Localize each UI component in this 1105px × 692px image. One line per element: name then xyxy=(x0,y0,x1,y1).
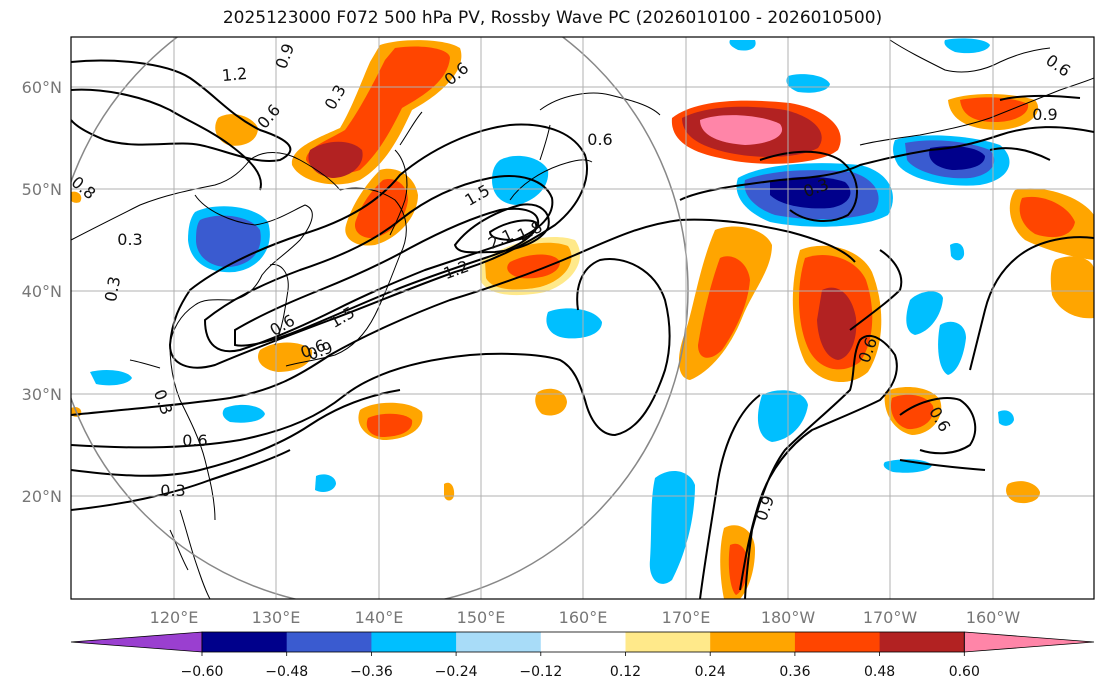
lat-tick-label: 50°N xyxy=(22,180,62,199)
lon-tick-label: 130°E xyxy=(252,608,301,627)
lon-tick-label: 120°E xyxy=(150,608,199,627)
lon-tick-label: 150°E xyxy=(457,608,506,627)
pv-contours xyxy=(71,59,1094,599)
latitude-labels: 20°N 30°N 40°N 50°N 60°N xyxy=(22,78,62,506)
lat-tick-label: 20°N xyxy=(22,487,62,506)
colorbar-tick-label: −0.60 xyxy=(181,664,224,680)
lat-tick-label: 60°N xyxy=(22,78,62,97)
colorbar-tick-label: −0.36 xyxy=(350,664,393,680)
lon-tick-label: 160°E xyxy=(559,608,608,627)
colorbar-high-extend xyxy=(963,631,1095,653)
chart-title: 2025123000 F072 500 hPa PV, Rossby Wave … xyxy=(222,8,883,28)
contour-label: 0.6 xyxy=(587,130,612,149)
colorbar-segment xyxy=(879,632,965,652)
colorbar-tick-label: 0.48 xyxy=(864,664,895,680)
colorbar-segment xyxy=(202,632,288,652)
contour-label: 0.3 xyxy=(117,230,142,249)
colorbar-segment xyxy=(540,632,626,652)
positive-anomalies xyxy=(71,40,1094,599)
colorbar-outline xyxy=(201,631,965,653)
lat-tick-label: 30°N xyxy=(22,385,62,404)
colorbar-segment xyxy=(456,632,542,652)
lon-tick-label: 140°E xyxy=(355,608,404,627)
lon-tick-label: 170°E xyxy=(662,608,711,627)
lon-tick-label: 160°W xyxy=(966,608,1021,627)
colorbar-tick-label: −0.48 xyxy=(265,664,308,680)
colorbar-low-extend xyxy=(70,631,203,653)
colorbar-tick-label: 0.36 xyxy=(779,664,810,680)
colorbar-segment xyxy=(625,632,711,652)
lat-tick-label: 40°N xyxy=(22,282,62,301)
colorbar-segment xyxy=(286,632,372,652)
colorbar-tick-label: −0.12 xyxy=(519,664,562,680)
colorbar-segment xyxy=(371,632,457,652)
colorbar-tick-label: −0.24 xyxy=(435,664,478,680)
grid-lines xyxy=(71,37,1094,599)
lon-tick-label: 180°W xyxy=(761,608,816,627)
contour-label: 0.9 xyxy=(1032,105,1057,124)
colorbar-tick-label: 0.12 xyxy=(610,664,641,680)
contour-label: 0.6 xyxy=(182,431,207,450)
wave-packet-circle xyxy=(71,37,689,599)
lon-tick-label: 170°W xyxy=(863,608,918,627)
colorbar xyxy=(70,631,1095,653)
contour-label: 0.3 xyxy=(160,481,185,500)
longitude-labels: 120°E 130°E 140°E 150°E 160°E 170°E 180°W 170°W… xyxy=(150,608,1021,627)
map-frame xyxy=(70,36,1095,600)
colorbar-tick-labels: −0.60 −0.48 −0.36 −0.24 −0.12 0.12 0.24 0.36 0.4… xyxy=(181,652,980,680)
colorbar-tick-label: 0.60 xyxy=(949,664,980,680)
colorbar-segment xyxy=(794,632,881,652)
colorbar-segment xyxy=(710,632,796,652)
contour-label: 1.2 xyxy=(221,64,248,85)
colorbar-tick-label: 0.24 xyxy=(695,664,726,680)
contour-label: 0.3 xyxy=(101,275,124,303)
